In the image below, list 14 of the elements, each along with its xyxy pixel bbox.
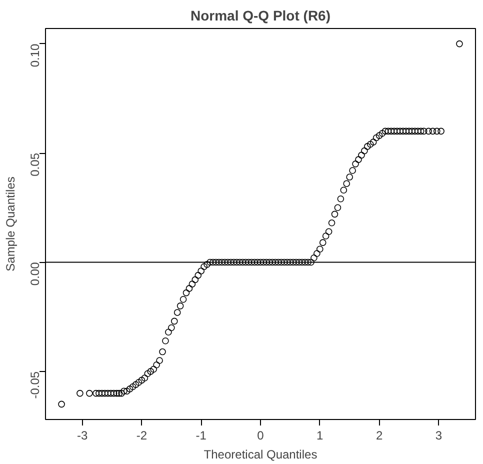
- y-tick-label: 0.05: [28, 152, 42, 176]
- x-axis-title: Theoretical Quantiles: [204, 448, 318, 462]
- y-axis-title: Sample Quantiles: [4, 176, 18, 272]
- x-tick-label: 2: [376, 428, 383, 442]
- x-tick-label: -1: [196, 428, 207, 442]
- y-tick-label: 0.10: [28, 43, 42, 68]
- x-tick-label: -3: [76, 428, 88, 442]
- chart-title: Normal Q-Q Plot (R6): [190, 8, 331, 24]
- x-tick-label: -2: [136, 428, 148, 442]
- y-tick-label: 0.00: [28, 262, 42, 286]
- y-tick-label: -0.05: [28, 371, 42, 399]
- x-tick-label: 0: [257, 428, 264, 442]
- x-tick-label: 3: [435, 428, 442, 442]
- x-tick-label: 1: [316, 428, 324, 442]
